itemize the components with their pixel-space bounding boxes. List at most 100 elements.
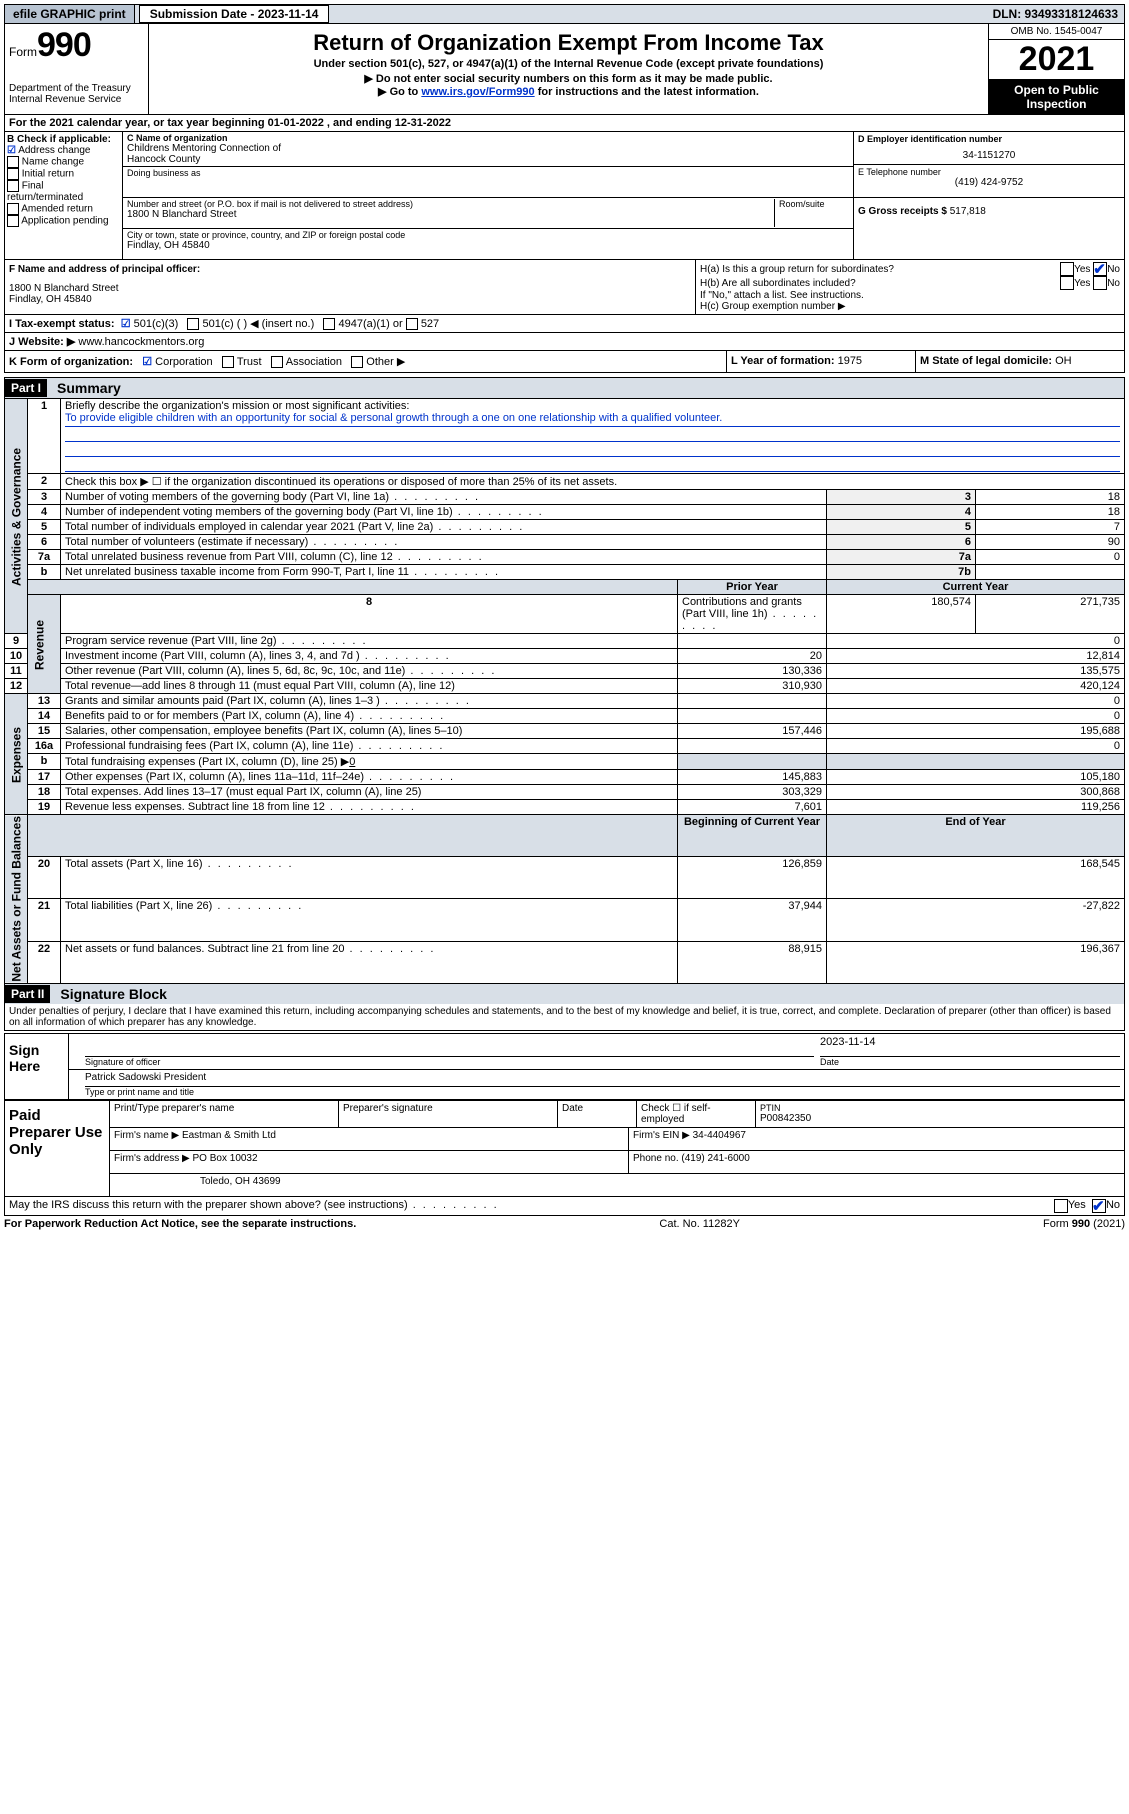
firm-addr1: PO Box 10032 [193,1153,258,1164]
part1-header-bar: Part I Summary [4,377,1125,398]
dba-label: Doing business as [127,168,849,178]
q5: Total number of individuals employed in … [61,520,827,535]
ha-no-checkbox[interactable] [1093,262,1107,276]
paid-prep-label: Paid Preparer Use Only [5,1101,109,1196]
end-hdr: End of Year [827,815,1125,857]
col-b-checkboxes: B Check if applicable: ☑ Address change … [5,132,123,259]
ein-label: D Employer identification number [858,134,1120,144]
discuss-yes-checkbox[interactable] [1054,1199,1068,1213]
q16b: Total fundraising expenses (Part IX, col… [61,754,678,770]
part1-title: Summary [47,378,131,398]
top-toolbar: efile GRAPHIC print Submission Date - 20… [4,4,1125,24]
form-label: Form [9,45,37,59]
p8: 180,574 [827,595,976,634]
cat-no: Cat. No. 11282Y [659,1218,740,1230]
p19: 7,601 [678,800,827,815]
website-value: www.hancockmentors.org [78,336,204,348]
pp-sig-hdr: Preparer's signature [339,1101,558,1127]
row-a-tax-year: For the 2021 calendar year, or tax year … [5,115,1124,131]
checkbox-addr-change[interactable]: ☑ Address change [7,145,120,156]
curr-year-hdr: Current Year [827,580,1125,595]
sig-date-label: Date [820,1057,1120,1067]
row-l-year: L Year of formation: 1975 [727,351,916,372]
q14: Benefits paid to or for members (Part IX… [61,709,678,724]
c11: 135,575 [827,664,1125,679]
checkbox-app-pending[interactable]: Application pending [7,215,120,227]
tax-year: 2021 [989,40,1124,80]
efile-print-button[interactable]: efile GRAPHIC print [5,5,135,23]
q7a: Total unrelated business revenue from Pa… [61,550,827,565]
gross-value: 517,818 [950,206,986,217]
c15: 195,688 [827,724,1125,739]
q4: Number of independent voting members of … [61,505,827,520]
signature-block: Sign Here Signature of officer 2023-11-1… [4,1033,1125,1100]
c8: 271,735 [976,595,1125,634]
q1-label: Briefly describe the organization's miss… [65,400,409,412]
hc-label: H(c) Group exemption number ▶ [700,301,1120,312]
part1-badge: Part I [5,379,47,397]
city-label: City or town, state or province, country… [127,230,849,240]
checkbox-amended[interactable]: Amended return [7,203,120,215]
row-i-tax-status: I Tax-exempt status: ☑ 501(c)(3) 501(c) … [5,314,1124,332]
phone-value: (419) 424-9752 [858,177,1120,188]
c17: 105,180 [827,770,1125,785]
org-name-label: C Name of organization [127,133,849,143]
part2-header-bar: Part II Signature Block [4,984,1125,1004]
q6: Total number of volunteers (estimate if … [61,535,827,550]
q13: Grants and similar amounts paid (Part IX… [61,694,678,709]
q11: Other revenue (Part VIII, column (A), li… [61,664,678,679]
paid-preparer-block: Paid Preparer Use Only Print/Type prepar… [4,1100,1125,1197]
hb-yes-checkbox[interactable] [1060,276,1074,290]
c9: 0 [827,634,1125,649]
hb-label: H(b) Are all subordinates included? [700,278,1060,289]
street-label: Number and street (or P.O. box if mail i… [127,199,774,209]
p21: 37,944 [678,899,827,941]
checkbox-final[interactable]: Final return/terminated [7,180,120,203]
checkbox-initial[interactable]: Initial return [7,168,120,180]
irs-label: Internal Revenue Service [9,94,144,105]
vtab-revenue: Revenue [28,595,61,694]
form-header: Form990 Department of the Treasury Inter… [4,24,1125,115]
summary-table: Activities & Governance 1 Briefly descri… [4,398,1125,984]
city-value: Findlay, OH 45840 [127,240,849,251]
dept-treasury: Department of the Treasury [9,83,144,94]
vtab-activities: Activities & Governance [5,399,28,634]
row-h-group: H(a) Is this a group return for subordin… [696,260,1124,314]
pra-notice: For Paperwork Reduction Act Notice, see … [4,1218,356,1230]
firm-ein: 34-4404967 [693,1130,746,1141]
v6: 90 [976,535,1125,550]
entity-section: For the 2021 calendar year, or tax year … [4,115,1125,373]
p20: 126,859 [678,857,827,899]
v7b [976,565,1125,580]
form-footer: Form 990 (2021) [1043,1218,1125,1230]
p18: 303,329 [678,785,827,800]
checkbox-name-change[interactable]: Name change [7,156,120,168]
q21: Total liabilities (Part X, line 26) [61,899,678,941]
form-number: 990 [37,26,91,64]
p17: 145,883 [678,770,827,785]
gross-label: G Gross receipts $ [858,206,947,217]
p12: 310,930 [678,679,827,694]
ha-yes-checkbox[interactable] [1060,262,1074,276]
irs-discuss-row: May the IRS discuss this return with the… [4,1197,1125,1216]
firm-name: Eastman & Smith Ltd [182,1130,276,1141]
irs-link[interactable]: www.irs.gov/Form990 [421,86,534,98]
row-m-state: M State of legal domicile: OH [916,351,1124,372]
c14: 0 [827,709,1125,724]
hb-no-checkbox[interactable] [1093,276,1107,290]
discuss-no-checkbox[interactable] [1092,1199,1106,1213]
vtab-netassets: Net Assets or Fund Balances [5,815,28,984]
q16a: Professional fundraising fees (Part IX, … [61,739,678,754]
open-public-badge: Open to Public Inspection [989,80,1124,114]
c13: 0 [827,694,1125,709]
p22: 88,915 [678,941,827,983]
pp-name-hdr: Print/Type preparer's name [110,1101,339,1127]
c22: 196,367 [827,941,1125,983]
row-k-form-org: K Form of organization: ☑ Corporation Tr… [5,351,727,372]
begin-hdr: Beginning of Current Year [678,815,827,857]
street-value: 1800 N Blanchard Street [127,209,774,220]
part2-badge: Part II [5,985,50,1003]
v4: 18 [976,505,1125,520]
pp-date-hdr: Date [558,1101,637,1127]
v3: 18 [976,490,1125,505]
